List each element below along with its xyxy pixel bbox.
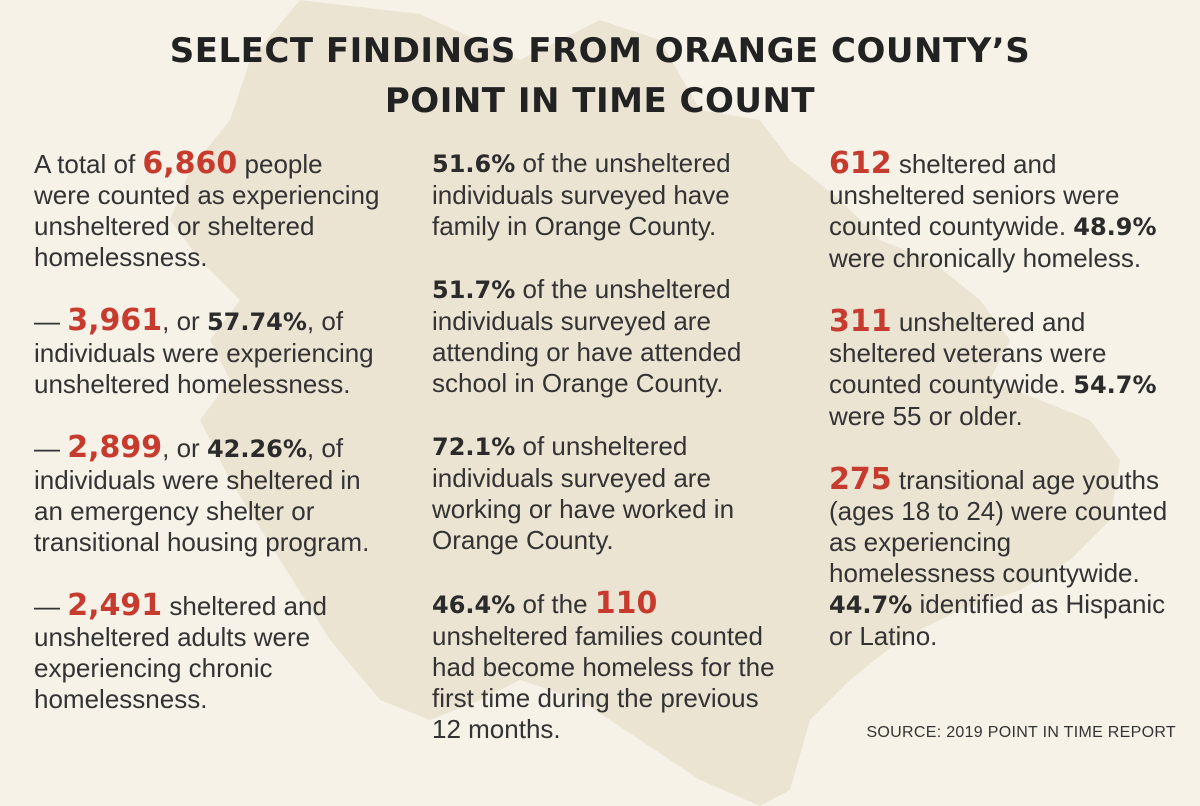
finding-paragraph: — 2,899, or 42.26%, of individuals were … bbox=[34, 432, 384, 558]
finding-text: were chronically homeless. bbox=[829, 243, 1142, 273]
finding-text: A total of bbox=[34, 149, 143, 179]
finding-text: , of individuals were sheltered in an em… bbox=[34, 433, 370, 557]
finding-paragraph: 612 sheltered and unsheltered seniors we… bbox=[829, 148, 1169, 274]
finding-text: sheltered and unsheltered seniors were c… bbox=[829, 149, 1120, 241]
finding-paragraph: A total of 6,860 people were counted as … bbox=[34, 148, 384, 273]
finding-paragraph: 51.7% of the unsheltered individuals sur… bbox=[432, 274, 782, 399]
highlight-count: 612 bbox=[829, 146, 892, 181]
highlight-percent: 54.7% bbox=[1073, 371, 1157, 399]
highlight-count: 6,860 bbox=[142, 146, 238, 181]
finding-text: unsheltered families counted had become … bbox=[432, 621, 775, 744]
findings-column-3: 612 sheltered and unsheltered seniors we… bbox=[829, 148, 1169, 684]
highlight-percent: 42.26% bbox=[206, 435, 307, 463]
highlight-count: 2,899 bbox=[67, 430, 163, 465]
title-line-1: SELECT FINDINGS FROM ORANGE COUNTY’S bbox=[169, 31, 1031, 71]
highlight-percent: 72.1% bbox=[432, 433, 516, 461]
finding-text: of the unsheltered individuals surveyed … bbox=[432, 274, 742, 398]
finding-text: sheltered and unsheltered adults were ex… bbox=[34, 591, 327, 714]
highlight-percent: 57.74% bbox=[206, 308, 307, 336]
finding-text: — bbox=[34, 306, 68, 336]
highlight-count: 110 bbox=[594, 586, 658, 621]
highlight-percent: 46.4% bbox=[432, 591, 516, 619]
title-line-2: POINT IN TIME COUNT bbox=[384, 81, 816, 121]
source-note: SOURCE: 2019 POINT IN TIME REPORT bbox=[866, 724, 1176, 741]
finding-text: of unsheltered individuals surveyed are … bbox=[432, 431, 735, 555]
finding-text: , or bbox=[162, 306, 207, 336]
finding-paragraph: — 2,491 sheltered and unsheltered adults… bbox=[34, 590, 384, 715]
finding-paragraph: 46.4% of the 110 unsheltered families co… bbox=[432, 588, 782, 745]
finding-text: identified as Hispanic or Latino. bbox=[829, 589, 1166, 651]
finding-text: , of individuals were experiencing unshe… bbox=[34, 306, 374, 399]
findings-column-2: 51.6% of the unsheltered individuals sur… bbox=[432, 148, 782, 777]
finding-text: were 55 or older. bbox=[829, 401, 1023, 431]
finding-paragraph: 72.1% of unsheltered individuals surveye… bbox=[432, 431, 782, 556]
county-shape bbox=[170, 0, 1120, 806]
highlight-count: 311 bbox=[829, 304, 892, 339]
highlight-count: 2,491 bbox=[67, 588, 163, 623]
finding-text: — bbox=[34, 591, 68, 621]
highlight-count: 275 bbox=[829, 462, 892, 497]
finding-text: transitional age youths (ages 18 to 24) … bbox=[829, 465, 1168, 588]
finding-paragraph: 311 unsheltered and sheltered veterans w… bbox=[829, 306, 1169, 432]
highlight-percent: 51.7% bbox=[432, 276, 516, 304]
finding-paragraph: — 3,961, or 57.74%, of individuals were … bbox=[34, 305, 384, 400]
finding-text: — bbox=[34, 433, 68, 463]
finding-paragraph: 51.6% of the unsheltered individuals sur… bbox=[432, 148, 782, 242]
highlight-percent: 48.9% bbox=[1073, 213, 1157, 241]
highlight-count: 3,961 bbox=[67, 303, 163, 338]
finding-paragraph: 275 transitional age youths (ages 18 to … bbox=[829, 464, 1169, 652]
highlight-percent: 44.7% bbox=[829, 591, 913, 619]
finding-text: , or bbox=[162, 433, 207, 463]
highlight-percent: 51.6% bbox=[432, 150, 516, 178]
findings-column-1: A total of 6,860 people were counted as … bbox=[34, 148, 384, 747]
finding-text: unsheltered and sheltered veterans were … bbox=[829, 307, 1107, 399]
finding-text: people were counted as experiencing unsh… bbox=[34, 149, 380, 272]
finding-text: of the unsheltered individuals surveyed … bbox=[432, 148, 731, 241]
page-title: SELECT FINDINGS FROM ORANGE COUNTY’S POI… bbox=[0, 26, 1200, 126]
finding-text: of the bbox=[515, 589, 595, 619]
